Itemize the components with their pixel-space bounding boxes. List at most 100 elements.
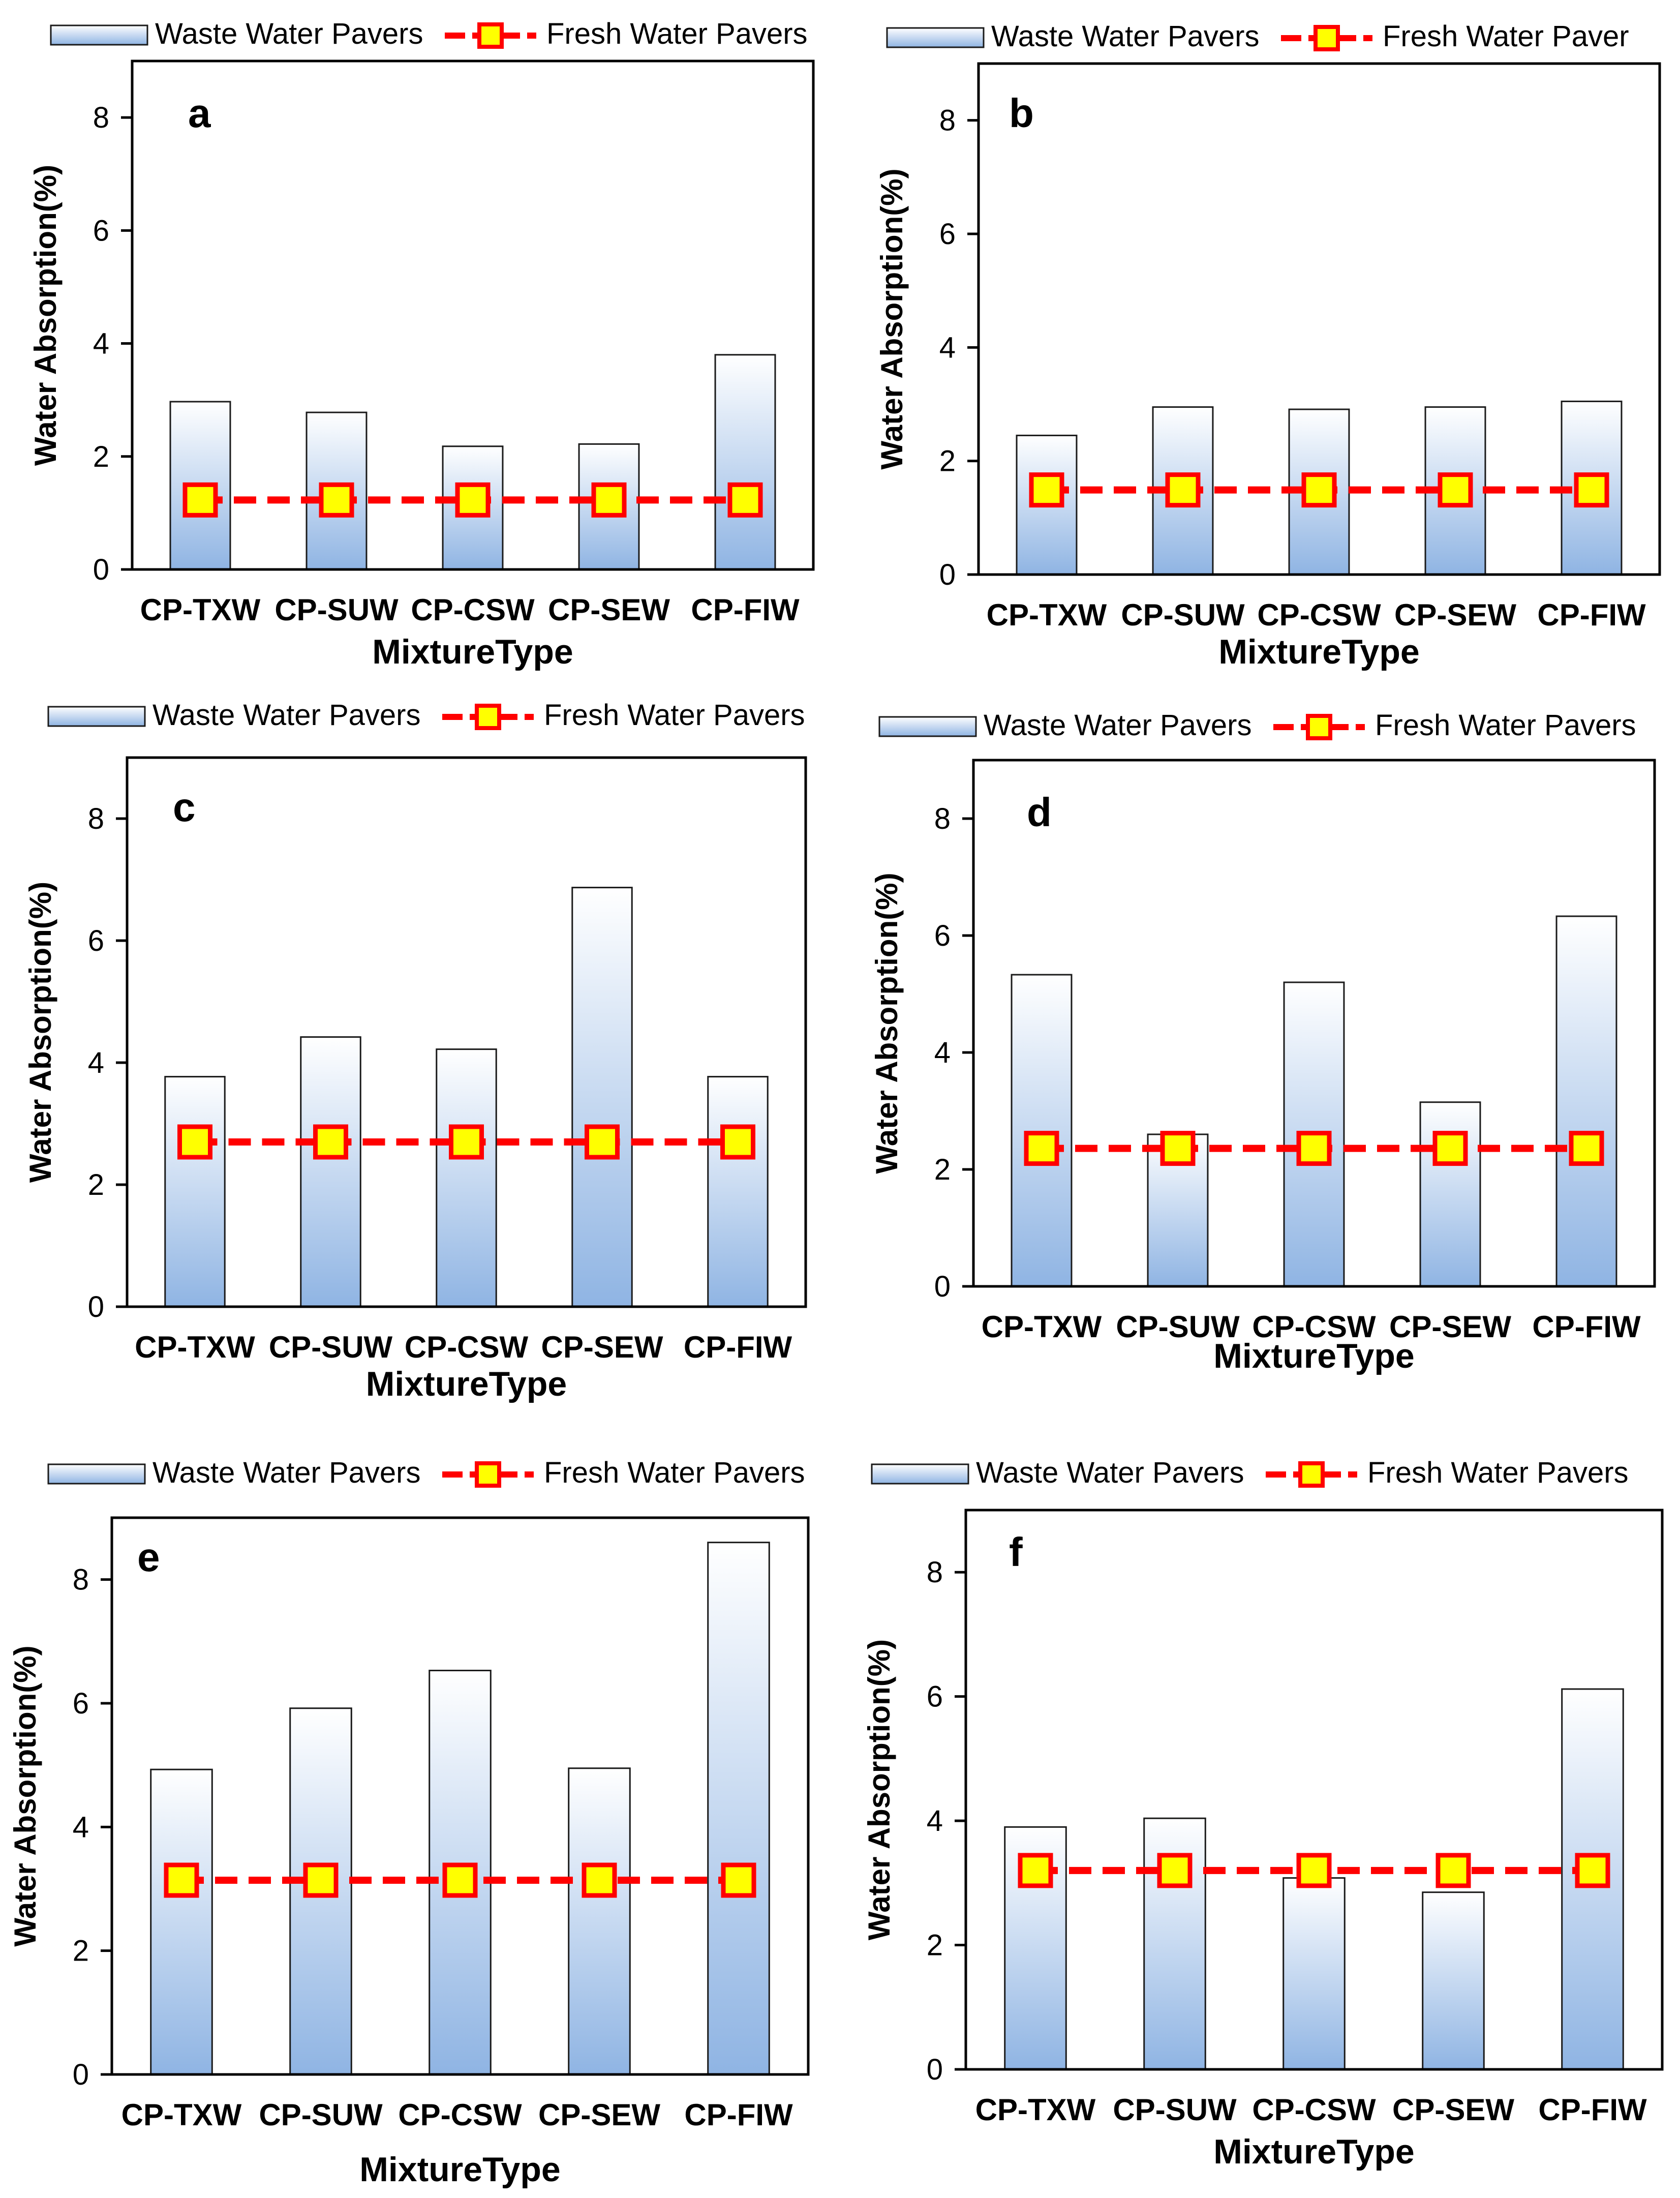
y-axis-title: Water Absorption(%) bbox=[28, 165, 63, 466]
bar-CP-FIW bbox=[707, 1542, 770, 2075]
y-tick-label: 0 bbox=[934, 1270, 951, 1303]
bar-CP-TXW bbox=[150, 1768, 213, 2075]
legend-bar-label: Waste Water Pavers bbox=[155, 17, 423, 50]
y-tick-label: 2 bbox=[88, 1168, 104, 1201]
fresh-water-marker-CP-SUW bbox=[1157, 1853, 1193, 1888]
x-tick-label: CP-TXW bbox=[987, 598, 1107, 632]
y-tick-label: 4 bbox=[93, 327, 109, 360]
legend-line-marker bbox=[475, 704, 501, 730]
y-tick-label: 4 bbox=[934, 1036, 951, 1069]
chart-panel-b: Waste Water Pavers Fresh Water Paver 0 2 4 6 8… bbox=[875, 20, 1661, 671]
fresh-water-marker-CP-CSW bbox=[1296, 1131, 1332, 1166]
bar-CP-SEW bbox=[1422, 1891, 1485, 2070]
x-tick-label: CP-FIW bbox=[691, 593, 800, 627]
x-tick-label: CP-SEW bbox=[538, 2098, 660, 2132]
bar-CP-TXW bbox=[1011, 974, 1073, 1287]
fresh-water-marker-CP-SUW bbox=[319, 482, 354, 518]
x-tick-label: CP-FIW bbox=[684, 2098, 793, 2132]
bar-CP-SEW bbox=[571, 887, 633, 1308]
y-tick-label: 2 bbox=[927, 1929, 943, 1962]
fresh-water-marker-CP-SUW bbox=[313, 1124, 348, 1160]
fresh-water-marker-CP-SUW bbox=[1160, 1131, 1196, 1166]
x-tick-label: CP-SUW bbox=[274, 593, 399, 627]
legend-bar-swatch bbox=[871, 1463, 969, 1485]
x-tick-label: CP-CSW bbox=[1257, 598, 1381, 632]
bar-CP-SUW bbox=[300, 1036, 361, 1308]
y-tick-label: 4 bbox=[88, 1046, 104, 1079]
fresh-water-marker-CP-CSW bbox=[1301, 472, 1337, 508]
chart-panel-c: Waste Water Pavers Fresh Water Pavers 0 2 4 6… bbox=[23, 699, 807, 1403]
y-tick-label: 0 bbox=[939, 558, 956, 591]
y-tick-label: 2 bbox=[73, 1935, 89, 1968]
plot-frame bbox=[972, 759, 1656, 1288]
bar-CP-FIW bbox=[707, 1076, 769, 1308]
x-tick-label: CP-SUW bbox=[269, 1330, 393, 1364]
legend: Waste Water Pavers Fresh Water Paver bbox=[886, 20, 1629, 53]
legend-line-marker bbox=[1298, 1461, 1325, 1488]
y-tick-label: 8 bbox=[927, 1556, 943, 1589]
bar-CP-CSW bbox=[436, 1048, 497, 1308]
x-tick-label: CP-FIW bbox=[684, 1330, 792, 1364]
y-tick-label: 6 bbox=[88, 924, 104, 957]
y-tick-label: 6 bbox=[934, 919, 951, 952]
fresh-water-marker-CP-CSW bbox=[1296, 1853, 1332, 1888]
legend-bar-swatch bbox=[878, 716, 977, 737]
legend-bar-swatch bbox=[47, 706, 146, 727]
fresh-water-marker-CP-SEW bbox=[1432, 1131, 1468, 1166]
x-tick-label: CP-TXW bbox=[975, 2093, 1096, 2127]
legend-line-label: Fresh Water Pavers bbox=[544, 699, 805, 732]
y-tick-label: 6 bbox=[73, 1687, 89, 1720]
x-tick-label: CP-CSW bbox=[398, 2098, 522, 2132]
legend-line-marker bbox=[1314, 25, 1340, 51]
fresh-water-marker-CP-SEW bbox=[1438, 472, 1473, 508]
x-tick-label: CP-SUW bbox=[259, 2098, 383, 2132]
y-tick-label: 2 bbox=[934, 1153, 951, 1186]
legend-bar-swatch bbox=[47, 1463, 146, 1485]
y-tick-label: 0 bbox=[88, 1290, 104, 1323]
legend-bar-label: Waste Water Pavers bbox=[984, 709, 1252, 742]
x-tick-label: CP-TXW bbox=[121, 2098, 242, 2132]
fresh-water-marker-CP-SUW bbox=[303, 1862, 339, 1898]
legend-bar-label: Waste Water Pavers bbox=[152, 1456, 421, 1489]
y-tick-label: 6 bbox=[927, 1680, 943, 1713]
fresh-water-marker-CP-SUW bbox=[1165, 472, 1201, 508]
fresh-water-marker-CP-TXW bbox=[1029, 472, 1064, 508]
x-axis-title: MixtureType bbox=[372, 633, 573, 671]
panel-label: d bbox=[1027, 790, 1052, 835]
fresh-water-marker-CP-FIW bbox=[720, 1124, 755, 1160]
plot-frame bbox=[131, 59, 815, 571]
legend-line-label: Fresh Water Pavers bbox=[546, 17, 808, 50]
fresh-water-marker-CP-FIW bbox=[721, 1862, 756, 1898]
legend-line-label: Fresh Water Paver bbox=[1383, 20, 1629, 53]
x-axis-title: MixtureType bbox=[1218, 633, 1419, 671]
plot-frame bbox=[110, 1516, 810, 2076]
chart-panel-a: Waste Water Pavers Fresh Water Pavers 0 2 4 6… bbox=[28, 17, 815, 671]
fresh-water-marker-CP-TXW bbox=[164, 1862, 199, 1898]
x-tick-label: CP-FIW bbox=[1538, 2093, 1647, 2127]
x-tick-label: CP-SEW bbox=[548, 593, 670, 627]
fresh-water-marker-CP-FIW bbox=[1569, 1131, 1604, 1166]
fresh-water-marker-CP-TXW bbox=[1024, 1131, 1059, 1166]
x-tick-label: CP-SUW bbox=[1116, 1310, 1240, 1344]
legend: Waste Water Pavers Fresh Water Pavers bbox=[47, 699, 805, 732]
x-tick-label: CP-SEW bbox=[1394, 598, 1516, 632]
x-axis-title: MixtureType bbox=[366, 1365, 567, 1403]
x-tick-label: CP-FIW bbox=[1532, 1310, 1641, 1344]
y-tick-label: 8 bbox=[934, 802, 951, 835]
x-axis-title: MixtureType bbox=[1213, 2132, 1414, 2171]
y-tick-label: 4 bbox=[939, 331, 956, 364]
fresh-water-marker-CP-TXW bbox=[182, 482, 218, 518]
plot-frame bbox=[977, 62, 1661, 576]
y-tick-label: 6 bbox=[93, 214, 109, 247]
x-tick-label: CP-FIW bbox=[1537, 598, 1646, 632]
legend-line-marker bbox=[1306, 714, 1332, 740]
y-axis-title: Water Absorption(%) bbox=[8, 1645, 42, 1946]
fresh-water-marker-CP-FIW bbox=[1575, 1853, 1610, 1888]
y-tick-label: 2 bbox=[939, 445, 956, 478]
legend: Waste Water Pavers Fresh Water Pavers bbox=[871, 1456, 1629, 1489]
legend-line-marker bbox=[475, 1461, 501, 1488]
bar-CP-FIW bbox=[714, 354, 776, 570]
y-tick-label: 8 bbox=[73, 1563, 89, 1597]
panel-label: c bbox=[173, 785, 196, 830]
